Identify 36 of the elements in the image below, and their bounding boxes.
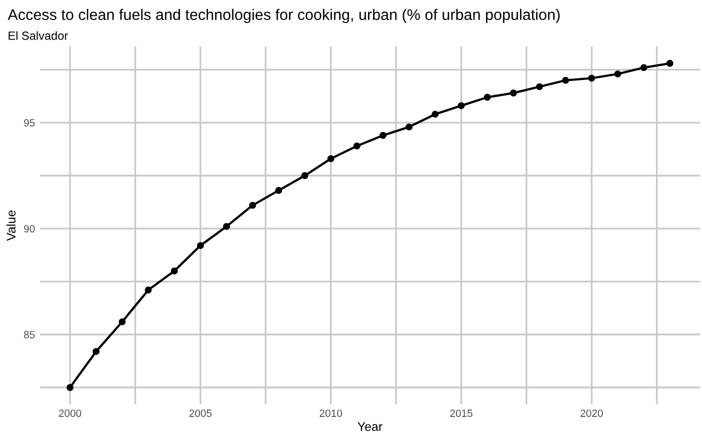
x-tick-label: 2020 [580,410,603,417]
point [458,102,465,110]
x-tick-label: 2000 [58,410,82,417]
chart-title: Access to clean fuels and technologies for cooking, urban (% of urban population) [8,8,560,24]
point [380,132,386,139]
y-tick-label: 95 [24,119,35,127]
point [432,110,439,118]
point [92,348,100,355]
point [353,142,360,150]
y-axis-title: Value [6,210,16,241]
point [275,186,282,194]
point [66,384,74,391]
x-tick-label: 2010 [320,410,342,417]
point [301,172,308,180]
y-tick-label: 85 [24,331,35,338]
point [588,74,596,82]
point [666,60,674,67]
x-axis-title: Year [358,422,382,431]
point [510,90,517,96]
point [614,70,622,78]
point [144,286,152,294]
point [118,318,126,326]
point [562,76,570,84]
point [196,242,204,250]
point [249,202,256,209]
point [484,94,491,101]
point [170,267,178,274]
point [406,123,413,130]
x-tick-label: 2015 [450,410,472,417]
chart-subtitle: El Salvador [8,31,68,40]
x-tick-label: 2005 [189,410,212,417]
point [223,223,230,230]
y-tick-label: 90 [24,225,35,232]
point [327,155,334,162]
point [640,64,648,72]
point [536,83,543,90]
